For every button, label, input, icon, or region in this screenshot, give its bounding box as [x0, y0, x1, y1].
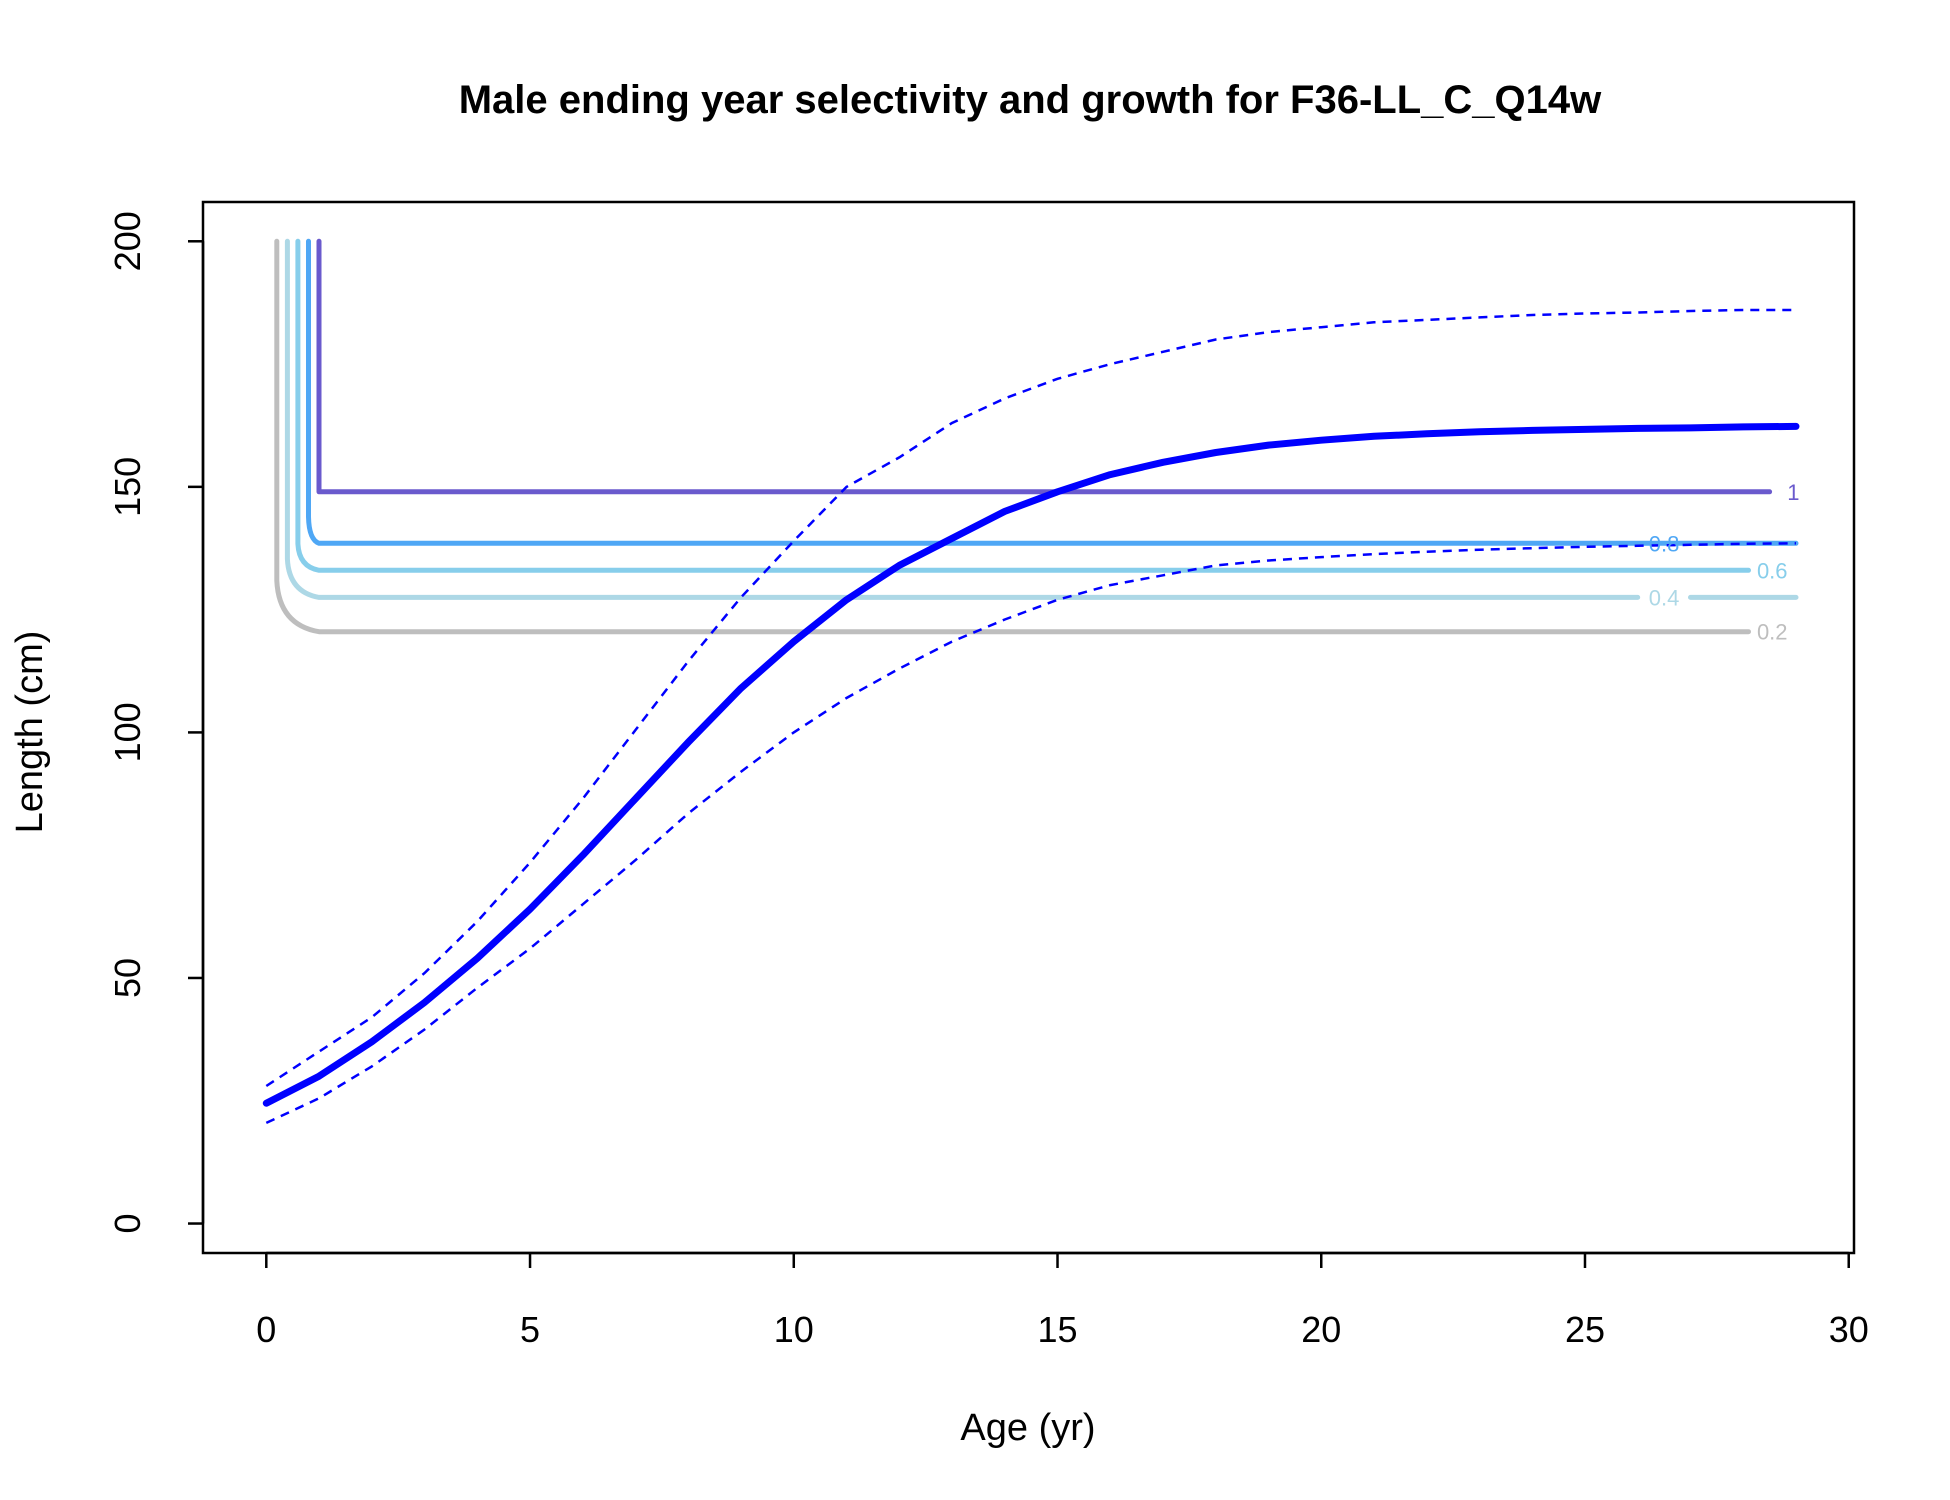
selectivity-contour-0.8 — [306, 238, 1799, 546]
x-tick-label: 20 — [1301, 1309, 1341, 1350]
x-axis: 0 5 10 15 20 25 30 — [256, 1251, 1869, 1350]
selectivity-contour-labels: 0.2 0.4 0.6 0.8 1 — [1649, 480, 1800, 645]
x-tick-label: 15 — [1037, 1309, 1077, 1350]
y-tick-label: 200 — [107, 211, 148, 271]
x-axis-label: Age (yr) — [960, 1407, 1095, 1449]
growth-curves — [262, 308, 1800, 1125]
selectivity-contour-1 — [316, 238, 1773, 495]
selectivity-contour-0.4 — [284, 238, 1799, 600]
x-tick-label: 5 — [520, 1309, 540, 1350]
growth-mean-line — [262, 422, 1800, 1107]
x-tick-label: 30 — [1829, 1309, 1869, 1350]
selectivity-contour-0.6 — [295, 238, 1751, 573]
y-tick-label: 50 — [107, 958, 148, 998]
x-tick-label: 25 — [1565, 1309, 1605, 1350]
y-tick-label: 100 — [107, 702, 148, 762]
chart-title: Male ending year selectivity and growth … — [459, 78, 1602, 122]
y-axis: 0 50 100 150 200 — [107, 211, 205, 1234]
selectivity-contour-label: 0.6 — [1757, 558, 1788, 583]
y-tick-label: 0 — [107, 1213, 148, 1233]
selectivity-contour-label: 0.8 — [1649, 531, 1680, 556]
selectivity-contour-label: 0.4 — [1649, 585, 1680, 610]
x-tick-label: 0 — [256, 1309, 276, 1350]
selectivity-contour-label: 1 — [1787, 480, 1799, 505]
y-tick-label: 150 — [107, 457, 148, 517]
selectivity-contour-label: 0.2 — [1757, 620, 1788, 645]
x-tick-label: 10 — [774, 1309, 814, 1350]
y-axis-label: Length (cm) — [9, 631, 51, 834]
selectivity-contour-0.2 — [274, 238, 1751, 635]
growth-lower-interval-line — [265, 542, 1797, 1125]
selectivity-contours — [274, 238, 1799, 635]
plot-area — [201, 200, 1856, 1255]
